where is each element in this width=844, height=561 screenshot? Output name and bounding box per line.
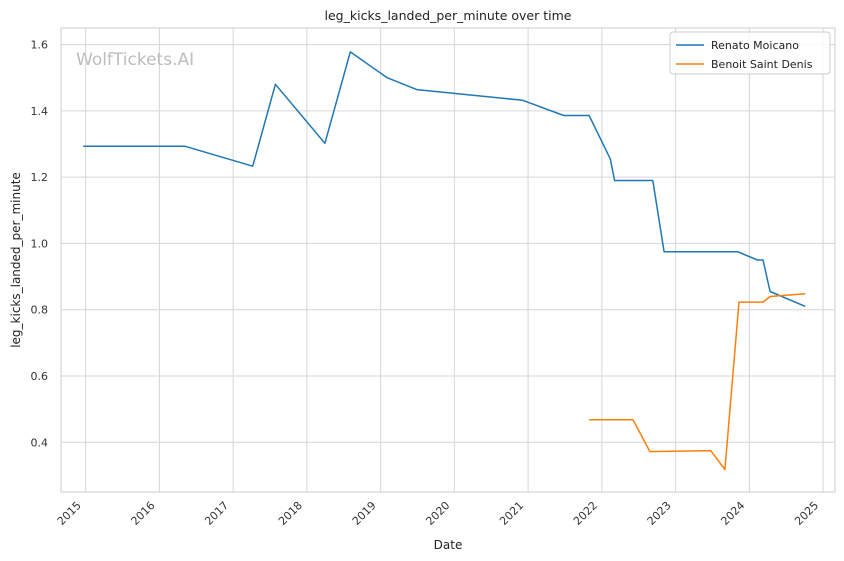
x-tick-label: 2023 (645, 499, 674, 528)
x-tick-label: 2024 (718, 499, 747, 528)
x-tick-label: 2017 (202, 499, 231, 528)
y-axis-label: leg_kicks_landed_per_minute (9, 172, 23, 348)
watermark: WolfTickets.AI (76, 50, 194, 70)
y-tick-label: 1.4 (31, 105, 49, 118)
series-layer (83, 51, 806, 471)
x-axis-ticks: 2015 2016 2017 2018 2019 2020 2021 2022 2023 2024… (55, 499, 821, 528)
y-tick-label: 1.6 (31, 39, 49, 52)
legend-box (669, 31, 831, 75)
x-tick-label: 2018 (276, 499, 305, 528)
grid (61, 28, 835, 492)
y-tick-label: 0.6 (31, 370, 49, 383)
x-axis-label: Date (434, 538, 463, 552)
y-tick-label: 1.0 (31, 237, 49, 250)
series-line-benoit-saint-denis (589, 293, 806, 471)
legend: Renato Moicano Benoit Saint Denis (669, 31, 831, 75)
chart-title: leg_kicks_landed_per_minute over time (325, 8, 572, 23)
legend-label-renato-moicano: Renato Moicano (711, 39, 799, 52)
x-tick-label: 2019 (350, 499, 379, 528)
y-tick-label: 0.8 (31, 304, 49, 317)
legend-label-benoit-saint-denis: Benoit Saint Denis (711, 58, 813, 71)
x-tick-label: 2021 (497, 499, 526, 528)
y-tick-label: 0.4 (31, 436, 49, 449)
x-tick-label: 2020 (423, 499, 452, 528)
y-tick-label: 1.2 (31, 171, 49, 184)
plot-frame (60, 27, 836, 493)
x-tick-label: 2022 (571, 499, 600, 528)
x-tick-label: 2015 (55, 499, 84, 528)
plot-area (61, 28, 835, 492)
series-line-renato-moicano (83, 51, 806, 308)
x-tick-label: 2016 (129, 499, 158, 528)
x-tick-label: 2025 (792, 499, 821, 528)
y-axis-ticks: 0.4 0.6 0.8 1.0 1.2 1.4 1.6 (31, 39, 49, 450)
